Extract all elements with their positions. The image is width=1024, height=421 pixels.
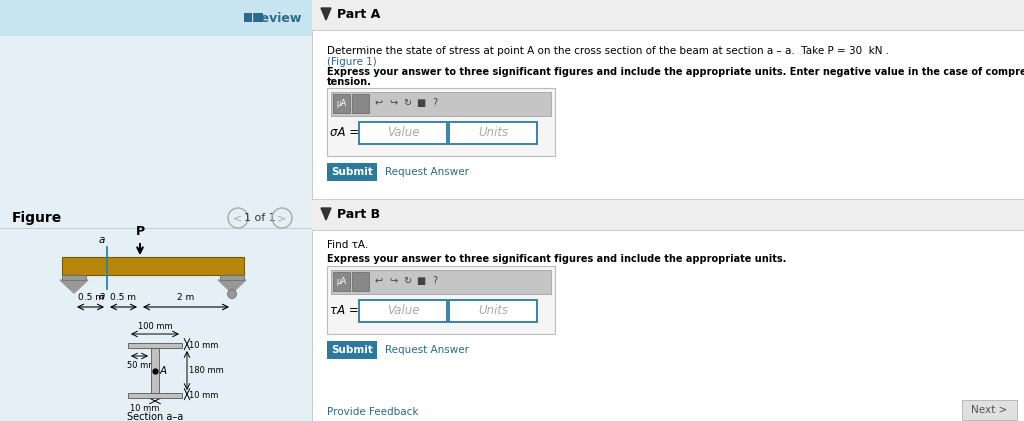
Text: Part B: Part B — [337, 208, 380, 221]
Text: Determine the state of stress at point A on the cross section of the beam at sec: Determine the state of stress at point A… — [327, 46, 889, 56]
Text: <: < — [233, 213, 243, 223]
Text: Request Answer: Request Answer — [385, 345, 469, 355]
Text: ↪: ↪ — [389, 98, 397, 108]
Bar — [449, 300, 537, 322]
Text: σA =: σA = — [330, 126, 359, 139]
Text: 1 of 1: 1 of 1 — [244, 213, 275, 223]
Text: Next >: Next > — [971, 405, 1008, 415]
Bar — [255, 13, 263, 22]
Bar — [312, 200, 1024, 230]
Bar — [352, 272, 369, 291]
Text: Review: Review — [252, 11, 302, 24]
Text: Provide Feedback: Provide Feedback — [327, 407, 419, 417]
Text: 0.5 m: 0.5 m — [111, 293, 136, 302]
Bar — [312, 0, 1024, 30]
Bar — [331, 270, 551, 294]
Text: ■: ■ — [417, 276, 426, 286]
Text: Units: Units — [478, 304, 508, 317]
Bar — [0, 0, 312, 36]
Text: ?: ? — [432, 98, 437, 108]
Text: P: P — [135, 225, 144, 238]
Text: Express your answer to three significant figures and include the appropriate uni: Express your answer to three significant… — [327, 67, 1024, 77]
Bar — [327, 341, 377, 359]
Circle shape — [227, 290, 237, 298]
Bar — [151, 348, 159, 393]
Text: Find τA.: Find τA. — [327, 240, 369, 250]
Bar — [962, 400, 1017, 420]
Text: μA: μA — [336, 277, 346, 285]
Polygon shape — [60, 280, 88, 293]
Bar — [327, 266, 555, 334]
Bar — [312, 30, 1024, 31]
Bar — [128, 393, 182, 398]
Text: Part A: Part A — [337, 8, 380, 21]
Text: 50 mm: 50 mm — [127, 361, 157, 370]
Text: Section a–a: Section a–a — [127, 412, 183, 421]
Polygon shape — [218, 280, 246, 293]
Text: 10 mm: 10 mm — [189, 341, 218, 350]
Bar — [312, 199, 1024, 200]
Bar — [352, 94, 369, 113]
Text: μA: μA — [336, 99, 346, 107]
Bar — [333, 272, 350, 291]
Text: 180 mm: 180 mm — [189, 366, 224, 375]
Text: 2 m: 2 m — [177, 293, 195, 302]
Text: Value: Value — [387, 126, 419, 139]
Bar — [62, 275, 86, 280]
Polygon shape — [321, 8, 331, 20]
Text: A: A — [160, 367, 167, 376]
Text: a: a — [98, 291, 105, 301]
Bar — [359, 122, 447, 144]
Text: τA =: τA = — [330, 304, 358, 317]
Bar — [244, 13, 252, 22]
Bar — [312, 230, 1024, 231]
Text: Units: Units — [478, 126, 508, 139]
Bar — [359, 300, 447, 322]
Text: tension.: tension. — [327, 77, 372, 87]
Text: Request Answer: Request Answer — [385, 167, 469, 177]
Text: 10 mm: 10 mm — [130, 404, 160, 413]
Text: (Figure 1): (Figure 1) — [327, 57, 377, 67]
Text: Value: Value — [387, 304, 419, 317]
Bar — [62, 257, 244, 275]
Text: ↻: ↻ — [402, 276, 411, 286]
Bar — [0, 228, 312, 229]
Bar — [0, 0, 312, 421]
Polygon shape — [321, 208, 331, 220]
Text: ?: ? — [432, 276, 437, 286]
Text: 0.5 m: 0.5 m — [78, 293, 103, 302]
Text: >: > — [278, 213, 287, 223]
Bar — [333, 94, 350, 113]
Bar — [327, 163, 377, 181]
Bar — [327, 88, 555, 156]
Bar — [449, 122, 537, 144]
Bar — [128, 343, 182, 348]
Text: 10 mm: 10 mm — [189, 391, 218, 400]
Text: ↩: ↩ — [375, 276, 383, 286]
Text: ■: ■ — [417, 98, 426, 108]
Text: ↻: ↻ — [402, 98, 411, 108]
Bar — [220, 275, 244, 280]
Text: Submit: Submit — [331, 345, 373, 355]
Text: ↪: ↪ — [389, 276, 397, 286]
Text: Figure: Figure — [12, 211, 62, 225]
Text: 100 mm: 100 mm — [137, 322, 172, 331]
Text: a: a — [98, 235, 105, 245]
Bar — [331, 92, 551, 116]
Text: ↩: ↩ — [375, 98, 383, 108]
Text: Express your answer to three significant figures and include the appropriate uni: Express your answer to three significant… — [327, 254, 786, 264]
Text: Submit: Submit — [331, 167, 373, 177]
